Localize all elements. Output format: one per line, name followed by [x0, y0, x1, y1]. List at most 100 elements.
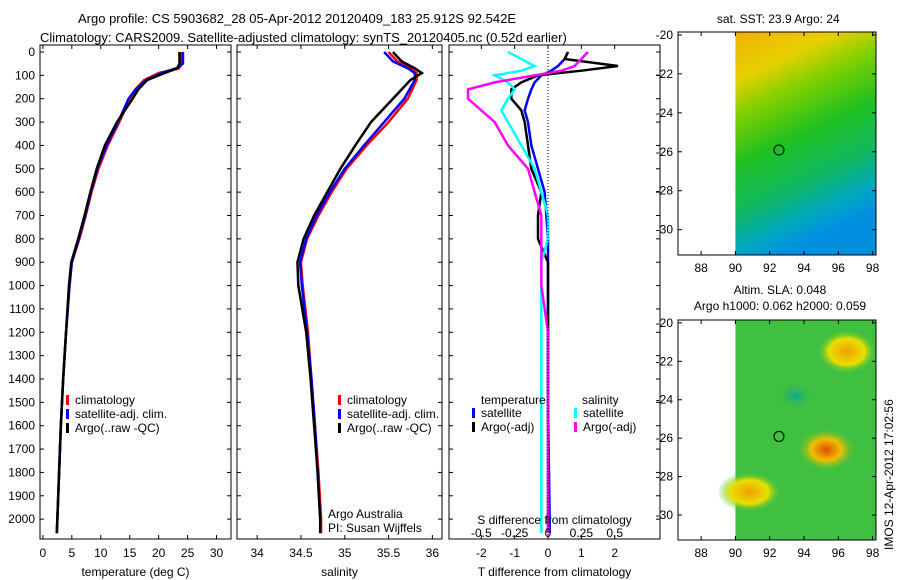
legend-swatch: [472, 408, 475, 418]
x-tick-label: 25: [181, 546, 195, 560]
axes-sla: 88 90 92 94 96 98 -20 -22 -24 -26 -28 -30 Altim. SLA…: [656, 283, 880, 560]
legend-label: Argo(..raw -QC): [347, 421, 432, 435]
legend-swatch: [574, 422, 577, 432]
y-tick-label: 100: [15, 68, 35, 82]
x-tick-label: 15: [123, 546, 137, 560]
map-title: Argo h1000: 0.062 h2000: 0.059: [694, 299, 866, 313]
y-tick-label: -20: [656, 316, 674, 330]
x-tick-label: 20: [152, 546, 166, 560]
x-tick-label: 98: [866, 546, 880, 560]
axes-diff: -2 -1 0 1 2 T difference from climatology S di…: [448, 44, 661, 579]
legend-swatch: [338, 409, 341, 419]
series-line-temperature-argo-adj-: [510, 51, 619, 534]
y-tick-label: 1900: [8, 489, 35, 503]
legend-label: climatology: [75, 393, 135, 407]
x2-tick-label: 0.25: [570, 526, 594, 540]
y-tick-label: 1200: [8, 325, 35, 339]
sla-low-anomaly: [775, 379, 816, 412]
series-line-salinity-argo-adj-: [466, 51, 589, 534]
x-tick-label: 96: [832, 261, 846, 275]
y-tick-label: 1600: [8, 419, 35, 433]
series-line-salinity-satellite: [490, 50, 550, 534]
x2-tick-label: 0: [545, 526, 552, 540]
y-tick-label: 1100: [9, 302, 35, 316]
y-tick-label: 900: [15, 255, 35, 269]
sla-high-anomaly: [717, 471, 782, 512]
legend-swatch: [66, 409, 69, 419]
x-tick-label: 34.5: [289, 546, 313, 560]
x-tick-label: 90: [729, 546, 743, 560]
axes-box: [677, 319, 877, 541]
y-tick-label: -28: [656, 184, 674, 198]
legend-label: satellite-adj. clim.: [347, 407, 439, 421]
y-tick-label: 0: [28, 45, 35, 59]
axes-temp: 0100200300400500600700800900100011001200…: [8, 44, 232, 579]
axes-sst: 88 90 92 94 96 98 -20 -22 -24 -26 -28 -30 sat. SST: …: [656, 12, 880, 275]
x-axis-label: temperature (deg C): [81, 565, 189, 579]
legend-label: Argo(..raw -QC): [75, 421, 160, 435]
x-tick-label: 92: [763, 546, 777, 560]
series-line-argo-raw-qc-: [296, 51, 425, 534]
footer-stamp: IMOS 12-Apr-2012 17:02:56: [882, 399, 896, 550]
legend-label: satellite-adj. clim.: [75, 407, 167, 421]
y-tick-label: -22: [656, 67, 674, 81]
map-title: sat. SST: 23.9 Argo: 24: [717, 12, 840, 26]
x-tick-label: 35: [338, 546, 352, 560]
legend-label: Argo(-adj): [583, 420, 636, 434]
legend-swatch: [338, 423, 341, 433]
y-tick-label: 200: [15, 92, 35, 106]
x-tick-label: 94: [797, 546, 811, 560]
y-tick-label: -30: [656, 508, 674, 522]
y-tick-label: 1300: [8, 349, 35, 363]
x-tick-label: 88: [694, 546, 708, 560]
sla-high-anomaly: [796, 427, 857, 472]
legend-label: satellite: [583, 406, 624, 420]
y-tick-label: 400: [15, 138, 35, 152]
x2-axis-label: S difference from climatology: [477, 513, 632, 527]
legend-swatch: [66, 423, 69, 433]
sla-high-anomaly: [816, 329, 877, 374]
title-line-1: Argo profile: CS 5903682_28 05-Apr-2012 …: [78, 11, 516, 26]
axes-box: [448, 44, 661, 540]
x-axis-label: T difference from climatology: [478, 565, 632, 579]
axes-box: [236, 44, 443, 540]
map-title: Altim. SLA: 0.048: [734, 283, 827, 297]
x2-tick-label: 0.5: [606, 526, 623, 540]
x-tick-label: -2: [476, 546, 487, 560]
legend-title: salinity: [582, 393, 619, 407]
annotation: Argo Australia: [328, 507, 403, 521]
y-tick-label: 500: [15, 162, 35, 176]
y-tick-label: 1400: [8, 372, 35, 386]
y-tick-label: 1800: [8, 465, 35, 479]
x-tick-label: 36: [426, 546, 440, 560]
argo-location-marker: [773, 430, 785, 442]
series-line-argo-raw-qc-: [55, 52, 181, 534]
x-tick-label: 90: [729, 261, 743, 275]
x-tick-label: 2: [611, 546, 618, 560]
y-tick-label: 800: [15, 232, 35, 246]
y-tick-label: -28: [656, 470, 674, 484]
y-tick-label: 600: [15, 185, 35, 199]
y-tick-label: 1500: [8, 395, 35, 409]
legend-label: climatology: [347, 393, 407, 407]
x-tick-label: 0: [40, 546, 47, 560]
x-tick-label: 98: [866, 261, 880, 275]
y-tick-label: -24: [656, 393, 674, 407]
y-tick-label: -30: [656, 223, 674, 237]
y-tick-label: -26: [656, 431, 674, 445]
legend-swatch: [66, 395, 69, 405]
x-tick-label: 94: [797, 261, 811, 275]
x2-tick-label: -0.25: [501, 526, 529, 540]
y-tick-label: -20: [656, 28, 674, 42]
x-tick-label: 0: [545, 546, 552, 560]
axes-box: [39, 44, 232, 540]
legend-label: Argo(-adj): [481, 420, 534, 434]
title-line-2: Climatology: CARS2009. Satellite-adjuste…: [40, 30, 567, 45]
legend-swatch: [338, 395, 341, 405]
axes-box: [677, 31, 877, 256]
legend-swatch: [574, 408, 577, 418]
legend-swatch: [472, 422, 475, 432]
y-tick-label: 2000: [8, 512, 35, 526]
y-tick-label: -26: [656, 145, 674, 159]
